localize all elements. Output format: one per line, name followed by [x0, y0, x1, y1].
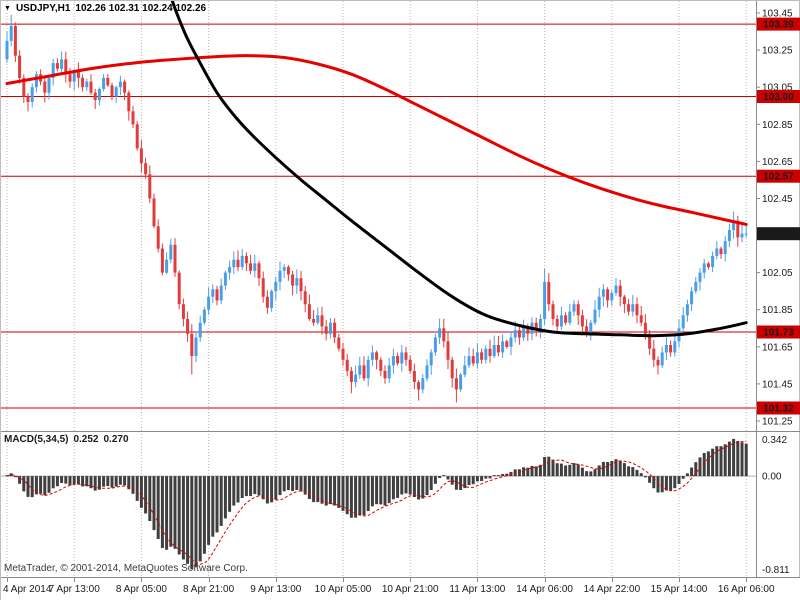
price-tag-level: 102.57 [757, 169, 800, 183]
macd-axis[interactable]: 0.342 0.00 -0.811 [756, 431, 791, 577]
macd-indicator-pane-canvas[interactable]: 0.342 0.00 -0.811 [1, 431, 800, 577]
macd-title: MACD(5,34,5) [4, 434, 69, 445]
level-lines [1, 23, 756, 409]
svg-text:101.32: 101.32 [763, 404, 794, 415]
time-label: 9 Apr 13:00 [250, 584, 302, 595]
time-label: 16 Apr 06:00 [717, 584, 775, 595]
time-tick [141, 578, 143, 582]
svg-text:101.73: 101.73 [763, 328, 794, 339]
time-label: 4 Apr 2014 [3, 584, 52, 595]
time-label: 7 Apr 13:00 [48, 584, 100, 595]
price-tag-level: 101.32 [757, 401, 800, 415]
svg-text:102.85: 102.85 [762, 120, 793, 131]
svg-text:102.45: 102.45 [762, 194, 793, 205]
symbol-timeframe-label: USDJPY,H1 [15, 3, 71, 14]
time-tick [208, 578, 210, 582]
time-label: 11 Apr 13:00 [449, 584, 506, 595]
time-tick [679, 578, 680, 582]
time-tick [746, 578, 748, 582]
price-tag-level: 103.00 [757, 90, 800, 103]
time-label: 10 Apr 21:00 [381, 584, 439, 595]
time-tick [477, 578, 479, 582]
time-label: 10 Apr 05:00 [314, 584, 372, 595]
macd-histogram [5, 438, 748, 570]
svg-text:101.65: 101.65 [762, 342, 793, 353]
ma-fast-black-line [170, 1, 748, 338]
time-label: 8 Apr 05:00 [115, 584, 167, 595]
time-tick [74, 578, 76, 582]
time-label: 14 Apr 22:00 [583, 584, 641, 595]
svg-text:-0.811: -0.811 [762, 565, 790, 576]
time-tick [7, 578, 8, 582]
main-price-chart-canvas[interactable]: 103.45 103.25 103.05 102.85 102.65 102.45 102.… [1, 1, 800, 431]
time-tick [343, 578, 344, 582]
time-tick [611, 578, 613, 582]
time-tick [410, 578, 412, 582]
price-tag-level: 103.39 [757, 17, 800, 31]
ohlc-values-label: 102.26 102.31 102.24 102.26 [75, 3, 207, 14]
candles-layer [5, 14, 748, 403]
price-tag-level: 101.73 [757, 325, 800, 339]
svg-text:101.45: 101.45 [762, 379, 793, 390]
svg-text:103.25: 103.25 [762, 46, 793, 57]
svg-text:101.85: 101.85 [762, 305, 793, 316]
svg-text:0.00: 0.00 [762, 472, 782, 483]
svg-text:103.45: 103.45 [762, 9, 793, 20]
svg-text:101.25: 101.25 [762, 417, 793, 428]
macd-gridlines [6, 431, 747, 577]
time-label: 8 Apr 21:00 [183, 584, 235, 595]
svg-text:102.05: 102.05 [762, 268, 793, 279]
price-axis[interactable]: 103.45 103.25 103.05 102.85 102.65 102.45 102.… [756, 1, 793, 431]
svg-text:103.05: 103.05 [762, 83, 793, 94]
chart-title-bar: ▼ USDJPY,H1 102.26 102.31 102.24 102.26 [4, 3, 206, 14]
macd-signal-value: 0.270 [103, 434, 129, 445]
time-axis[interactable]: 4 Apr 2014 7 Apr 13:00 8 Apr 05:00 8 Apr 21… [1, 577, 800, 601]
svg-text:0.342: 0.342 [762, 435, 787, 446]
copyright-text: MetaTrader, © 2001-2014, MetaQuotes Soft… [4, 563, 248, 574]
svg-text:102.26: 102.26 [763, 229, 794, 240]
symbol-dropdown-icon[interactable]: ▼ [4, 4, 11, 12]
time-label: 15 Apr 14:00 [650, 584, 708, 595]
svg-text:102.57: 102.57 [763, 172, 794, 183]
svg-text:103.39: 103.39 [763, 20, 794, 31]
macd-indicator-label: MACD(5,34,5) 0.252 0.270 [4, 434, 129, 445]
macd-signal-line [6, 441, 747, 565]
macd-value: 0.252 [73, 434, 99, 445]
time-tick [544, 578, 546, 582]
svg-text:102.65: 102.65 [762, 157, 793, 168]
ma-slow-red-line [5, 54, 748, 226]
price-tag-current: 102.26 [757, 227, 800, 241]
svg-text:103.00: 103.00 [763, 92, 794, 103]
time-label: 14 Apr 06:00 [516, 584, 573, 595]
time-tick [275, 578, 277, 582]
